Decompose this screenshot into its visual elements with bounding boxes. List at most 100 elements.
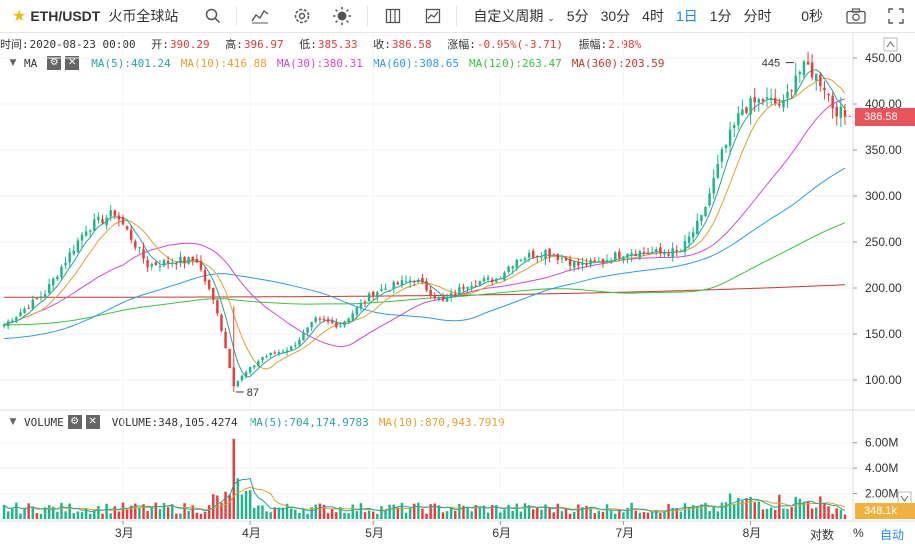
volume-bar bbox=[101, 513, 104, 519]
ma-close-icon[interactable]: ✕ bbox=[65, 56, 80, 70]
volume-bar bbox=[146, 511, 149, 519]
symbol-label[interactable]: ETH/USDT bbox=[30, 8, 101, 24]
candle-body bbox=[753, 97, 756, 103]
volume-bar bbox=[810, 508, 814, 519]
candle-body bbox=[216, 300, 219, 314]
volume-bar bbox=[679, 511, 683, 519]
month-label: 8月 bbox=[743, 526, 762, 540]
period-4h[interactable]: 4时 bbox=[642, 8, 664, 24]
volume-ma5-line bbox=[3, 478, 846, 513]
volume-bar bbox=[408, 508, 412, 519]
ma5-value: MA(5):401.24 bbox=[91, 56, 171, 70]
volume-bar bbox=[560, 511, 564, 519]
candle-body bbox=[638, 251, 642, 258]
candle-body bbox=[646, 252, 650, 254]
volume-bar bbox=[618, 510, 621, 519]
open-label: 开: bbox=[151, 38, 169, 51]
search-icon[interactable] bbox=[200, 3, 226, 29]
favorite-star-icon[interactable]: ★ bbox=[12, 8, 27, 25]
candle-body bbox=[261, 357, 264, 361]
candle-body bbox=[806, 61, 810, 65]
price-tick-label: 250.00 bbox=[865, 235, 902, 249]
candle-body bbox=[503, 272, 506, 281]
volume-bar bbox=[80, 512, 84, 519]
percent-scale-toggle[interactable]: % bbox=[853, 526, 864, 540]
price-tick-label: 450.00 bbox=[865, 51, 902, 65]
candle-body bbox=[679, 251, 683, 253]
collapse-chevron-icon[interactable]: ▼ bbox=[9, 58, 17, 68]
theme-icon[interactable] bbox=[329, 3, 355, 29]
candle-body bbox=[745, 107, 748, 113]
candle-body bbox=[458, 287, 461, 296]
expand-up-icon[interactable] bbox=[883, 37, 898, 52]
settings-icon[interactable] bbox=[289, 3, 315, 29]
candle-body bbox=[544, 250, 547, 259]
candle-body bbox=[778, 103, 781, 106]
camera-icon[interactable] bbox=[843, 3, 869, 29]
low-label: 低: bbox=[299, 38, 317, 51]
volume-bar bbox=[761, 509, 765, 519]
candle-body bbox=[56, 276, 59, 280]
period-1d[interactable]: 1日 bbox=[675, 8, 698, 24]
indicator-icon[interactable] bbox=[247, 3, 273, 29]
custom-period-dropdown[interactable]: 自定义周期 ⌄ bbox=[467, 6, 560, 26]
auto-scale-toggle[interactable]: 自动 bbox=[880, 528, 905, 542]
exchange-label[interactable]: 火币全球站 bbox=[108, 8, 179, 24]
month-label: 5月 bbox=[365, 526, 384, 540]
candle-body bbox=[138, 247, 141, 249]
candle-body bbox=[2, 324, 6, 327]
volume-bar bbox=[478, 506, 482, 519]
volume-bar bbox=[614, 513, 617, 519]
candle-body bbox=[531, 250, 535, 258]
draw-icon[interactable] bbox=[420, 3, 446, 29]
volume-bar bbox=[2, 505, 6, 519]
candle-body bbox=[207, 279, 211, 289]
period-timeline[interactable]: 分时 bbox=[743, 8, 772, 24]
axis-collapse-buttons bbox=[883, 37, 912, 506]
candle-body bbox=[60, 266, 63, 277]
volume-collapse-chevron-icon[interactable]: ▼ bbox=[9, 417, 17, 427]
candle-body bbox=[306, 327, 309, 333]
period-1m[interactable]: 1分 bbox=[709, 8, 732, 24]
volume-close-icon[interactable]: ✕ bbox=[85, 415, 100, 429]
candle-body bbox=[326, 319, 330, 322]
candle-body bbox=[93, 219, 96, 231]
volume-bar bbox=[171, 504, 174, 519]
candle-body bbox=[474, 285, 478, 287]
ma360-value: MA(360):203.59 bbox=[571, 56, 665, 70]
volume-settings-icon[interactable]: ⚙ bbox=[67, 415, 82, 429]
change-value: -0.95%(-3.71) bbox=[476, 38, 563, 51]
candle-body bbox=[564, 257, 568, 261]
fullscreen-icon[interactable] bbox=[883, 3, 909, 29]
volume-bar bbox=[326, 513, 330, 519]
candle-body bbox=[499, 278, 502, 280]
candle-body bbox=[183, 256, 186, 263]
volume-bar bbox=[330, 508, 334, 519]
layout-icon[interactable] bbox=[380, 3, 406, 29]
candle-body bbox=[839, 106, 843, 118]
log-scale-toggle[interactable]: 对数 bbox=[810, 528, 835, 542]
change-label: 涨幅: bbox=[447, 38, 476, 51]
volume-bar bbox=[117, 511, 121, 519]
volume-value: VOLUME:348,105.4274 bbox=[111, 415, 238, 429]
period-30m[interactable]: 30分 bbox=[600, 8, 631, 24]
volume-bar bbox=[306, 513, 309, 519]
volume-bar bbox=[68, 503, 71, 519]
volume-bar bbox=[93, 510, 96, 519]
candle-body bbox=[585, 264, 588, 266]
candle-body bbox=[363, 301, 367, 303]
candle-body bbox=[367, 293, 371, 302]
candle-body bbox=[125, 226, 129, 230]
price-tick-label: 150.00 bbox=[865, 327, 902, 341]
candle-body bbox=[761, 99, 765, 102]
candle-body bbox=[371, 291, 375, 297]
volume-bar bbox=[47, 505, 51, 519]
candle-body bbox=[289, 346, 293, 350]
candle-body bbox=[220, 314, 223, 331]
period-5m[interactable]: 5分 bbox=[566, 8, 589, 24]
candle-body bbox=[523, 258, 527, 261]
candle-body bbox=[158, 265, 162, 268]
volume-bar bbox=[265, 511, 268, 519]
ma-settings-icon[interactable]: ⚙ bbox=[47, 56, 62, 70]
